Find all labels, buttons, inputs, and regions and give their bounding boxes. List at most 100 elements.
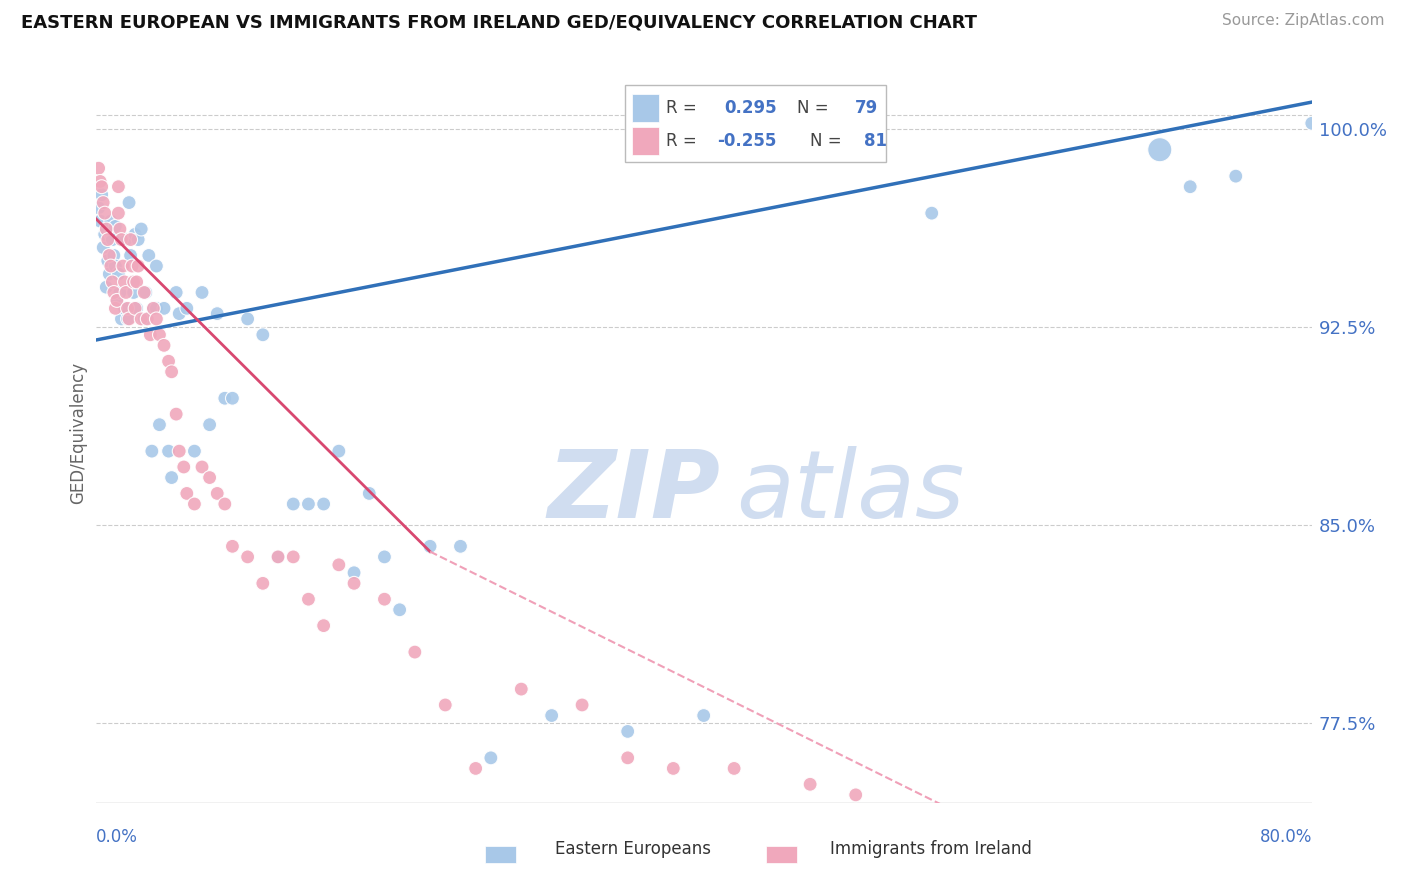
Point (571, 698, 593, 712)
Point (101, 233, 124, 247)
Bar (766, 846, 797, 863)
Point (148, 327, 170, 342)
FancyBboxPatch shape (624, 85, 886, 162)
Text: 0.0%: 0.0% (96, 828, 138, 846)
Point (87, 161, 110, 176)
Point (373, 592, 395, 607)
Point (198, 470, 221, 484)
Point (328, 444, 350, 458)
Point (142, 301, 165, 316)
Point (145, 301, 167, 316)
Point (118, 312, 141, 326)
Bar (631, 127, 658, 154)
Point (104, 259, 127, 273)
Point (176, 301, 198, 316)
Point (117, 312, 139, 326)
Point (434, 698, 457, 712)
Text: Eastern Europeans: Eastern Europeans (555, 840, 711, 858)
Point (89, 174, 111, 188)
Point (100, 259, 122, 273)
Point (107, 206, 129, 220)
Point (165, 407, 187, 421)
Point (93, 227, 115, 242)
Point (160, 365, 183, 379)
Point (1301, 116, 1323, 130)
Point (167, 444, 190, 458)
Point (141, 444, 163, 458)
Point (129, 312, 152, 326)
Text: R =: R = (666, 132, 702, 150)
Point (373, 549, 395, 564)
Point (388, 603, 411, 617)
Point (616, 751, 638, 765)
Point (127, 259, 149, 273)
Text: -0.255: -0.255 (717, 132, 776, 150)
Point (107, 179, 129, 194)
Point (191, 285, 214, 300)
Text: EASTERN EUROPEAN VS IMMIGRANTS FROM IRELAND GED/EQUIVALENCY CORRELATION CHART: EASTERN EUROPEAN VS IMMIGRANTS FROM IREL… (21, 13, 977, 31)
Point (125, 275, 148, 289)
Point (283, 497, 305, 511)
Point (1180, 179, 1202, 194)
Point (183, 444, 205, 458)
Point (108, 285, 131, 300)
Point (139, 327, 162, 342)
Point (464, 761, 486, 775)
Point (103, 285, 125, 300)
Point (89, 214, 111, 228)
Point (91, 195, 114, 210)
Point (111, 259, 134, 273)
Point (103, 248, 125, 262)
Point (236, 312, 259, 326)
Point (125, 301, 148, 316)
Point (252, 327, 274, 342)
Point (107, 267, 129, 281)
Point (723, 761, 745, 775)
Point (157, 444, 180, 458)
Point (98, 248, 121, 262)
Point (115, 233, 138, 247)
Point (148, 417, 170, 432)
Point (799, 777, 821, 791)
Point (450, 539, 472, 553)
Text: 80.0%: 80.0% (1260, 828, 1312, 846)
Text: atlas: atlas (735, 446, 965, 537)
Point (343, 576, 366, 591)
Text: 81: 81 (865, 132, 887, 150)
Point (214, 497, 236, 511)
Point (127, 233, 149, 247)
Point (98, 267, 121, 281)
Point (221, 391, 243, 405)
Point (136, 312, 159, 326)
Text: Immigrants from Ireland: Immigrants from Ireland (830, 840, 1032, 858)
Point (118, 195, 141, 210)
Point (693, 708, 716, 723)
Point (662, 761, 685, 775)
Point (110, 312, 132, 326)
Point (93, 206, 115, 220)
Bar (631, 94, 658, 122)
Point (100, 214, 122, 228)
Point (419, 539, 441, 553)
Text: Source: ZipAtlas.com: Source: ZipAtlas.com (1222, 13, 1385, 29)
Point (97, 233, 120, 247)
Text: 79: 79 (855, 99, 877, 117)
Point (510, 682, 533, 697)
Point (111, 233, 134, 247)
Point (283, 549, 305, 564)
Point (124, 301, 146, 316)
Point (108, 222, 131, 236)
Point (328, 558, 350, 572)
Text: N =: N = (797, 99, 834, 117)
Point (1149, 143, 1171, 157)
Point (105, 293, 128, 308)
Point (153, 301, 176, 316)
Point (134, 285, 156, 300)
Point (616, 724, 638, 739)
Point (101, 275, 124, 289)
Point (160, 470, 183, 484)
Point (173, 460, 195, 475)
Point (221, 539, 243, 553)
Point (145, 312, 167, 326)
Point (165, 285, 187, 300)
